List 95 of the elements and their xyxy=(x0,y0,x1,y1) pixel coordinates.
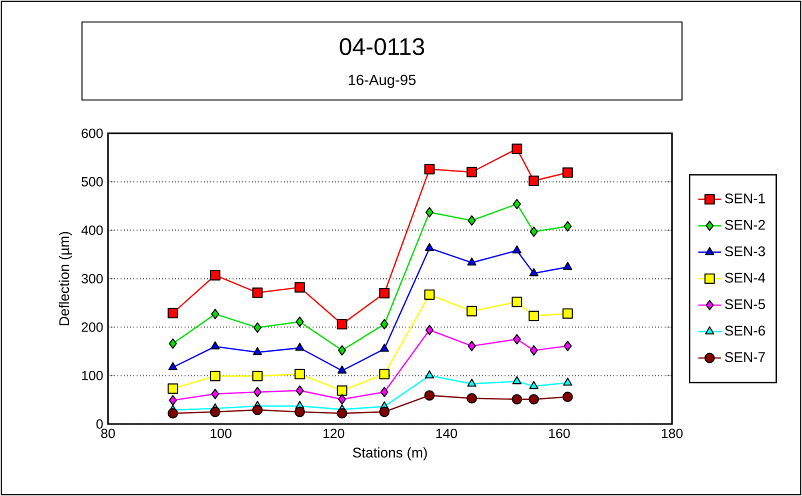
point xyxy=(562,167,573,178)
legend-label: SEN-2 xyxy=(724,220,765,230)
legend-label: SEN-5 xyxy=(724,299,765,310)
legend-label: SEN-1 xyxy=(724,193,765,204)
legend-label: SEN-7 xyxy=(724,352,765,362)
point xyxy=(466,166,477,178)
x-tick-label: 160 xyxy=(549,428,570,438)
point xyxy=(528,176,540,186)
point xyxy=(468,215,476,226)
y-tick-label: 100 xyxy=(82,370,103,380)
point xyxy=(563,378,572,386)
point xyxy=(530,345,538,356)
x-tick-label: 80 xyxy=(101,428,115,438)
point xyxy=(512,296,522,308)
x-tick-label: 100 xyxy=(210,428,232,438)
y-axis-title: Deflection (µm) xyxy=(58,232,72,326)
point xyxy=(211,308,220,320)
point xyxy=(379,406,390,418)
point xyxy=(563,262,572,270)
chart-title: 04-0113 xyxy=(340,38,424,56)
point xyxy=(466,393,477,404)
point xyxy=(380,386,388,398)
point xyxy=(380,344,389,352)
x-tick-label: 140 xyxy=(436,428,458,438)
point xyxy=(425,207,434,218)
point xyxy=(379,368,390,380)
point xyxy=(338,394,346,404)
point xyxy=(424,390,435,401)
legend-label: SEN-6 xyxy=(724,326,765,336)
y-tick-label: 200 xyxy=(82,322,103,332)
point xyxy=(512,334,521,344)
point xyxy=(512,376,522,384)
point xyxy=(512,198,521,210)
point xyxy=(424,242,434,252)
point xyxy=(379,288,390,298)
point xyxy=(562,392,573,402)
point xyxy=(424,289,435,300)
point xyxy=(253,386,262,398)
x-tick-label: 180 xyxy=(662,428,683,438)
point xyxy=(296,385,304,396)
point xyxy=(253,322,262,333)
point xyxy=(252,347,262,356)
legend-label: SEN-4 xyxy=(724,272,766,283)
point xyxy=(210,270,220,280)
point xyxy=(168,338,177,349)
point xyxy=(424,370,434,378)
x-axis-title: Stations (m) xyxy=(352,447,427,460)
point xyxy=(252,288,263,298)
y-tick-label: 400 xyxy=(81,226,103,235)
point xyxy=(337,366,347,374)
point xyxy=(530,226,538,237)
chart-subtitle: 16-Aug-95 xyxy=(348,74,416,88)
point xyxy=(336,408,348,419)
point xyxy=(295,342,304,351)
point xyxy=(296,316,304,327)
point xyxy=(512,144,522,154)
point xyxy=(528,310,540,322)
point xyxy=(466,306,477,316)
point xyxy=(168,362,178,370)
point xyxy=(336,385,348,396)
point xyxy=(294,406,305,418)
point xyxy=(528,394,540,404)
point xyxy=(467,257,476,266)
point xyxy=(294,368,305,380)
point xyxy=(564,340,572,352)
point xyxy=(512,394,522,404)
point xyxy=(467,378,476,387)
point xyxy=(168,408,178,419)
point xyxy=(168,383,178,394)
point xyxy=(468,340,476,352)
point xyxy=(211,388,220,400)
point xyxy=(210,370,220,382)
point xyxy=(564,221,572,232)
point xyxy=(210,341,220,350)
point xyxy=(529,268,538,276)
point xyxy=(424,164,435,174)
point xyxy=(168,308,178,318)
y-tick-label: 0 xyxy=(96,419,103,429)
x-tick-label: 120 xyxy=(324,428,344,438)
point xyxy=(168,395,177,406)
point xyxy=(336,319,348,330)
point xyxy=(210,406,220,418)
point xyxy=(512,245,522,254)
y-tick-label: 300 xyxy=(82,274,103,284)
point xyxy=(294,282,305,293)
point xyxy=(252,370,263,382)
point xyxy=(380,319,388,330)
point xyxy=(252,404,263,416)
point xyxy=(562,308,573,319)
point xyxy=(338,345,346,356)
point xyxy=(425,324,434,336)
point xyxy=(529,381,538,390)
y-tick-label: 600 xyxy=(82,128,103,138)
y-tick-label: 500 xyxy=(82,177,103,186)
legend-label: SEN-3 xyxy=(724,246,765,256)
